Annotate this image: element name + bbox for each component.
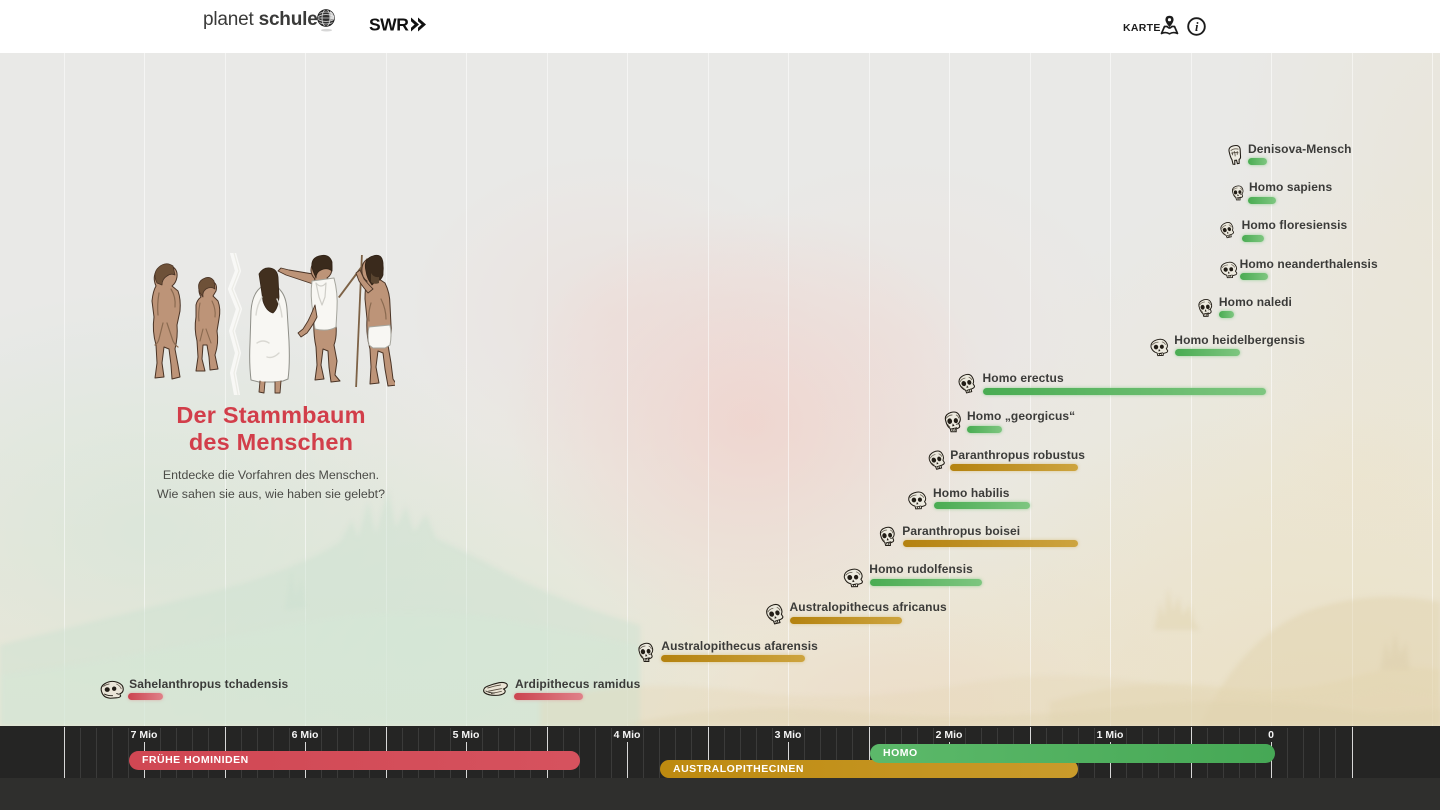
svg-text:i: i — [1195, 20, 1199, 34]
svg-text:SWR: SWR — [369, 15, 409, 35]
